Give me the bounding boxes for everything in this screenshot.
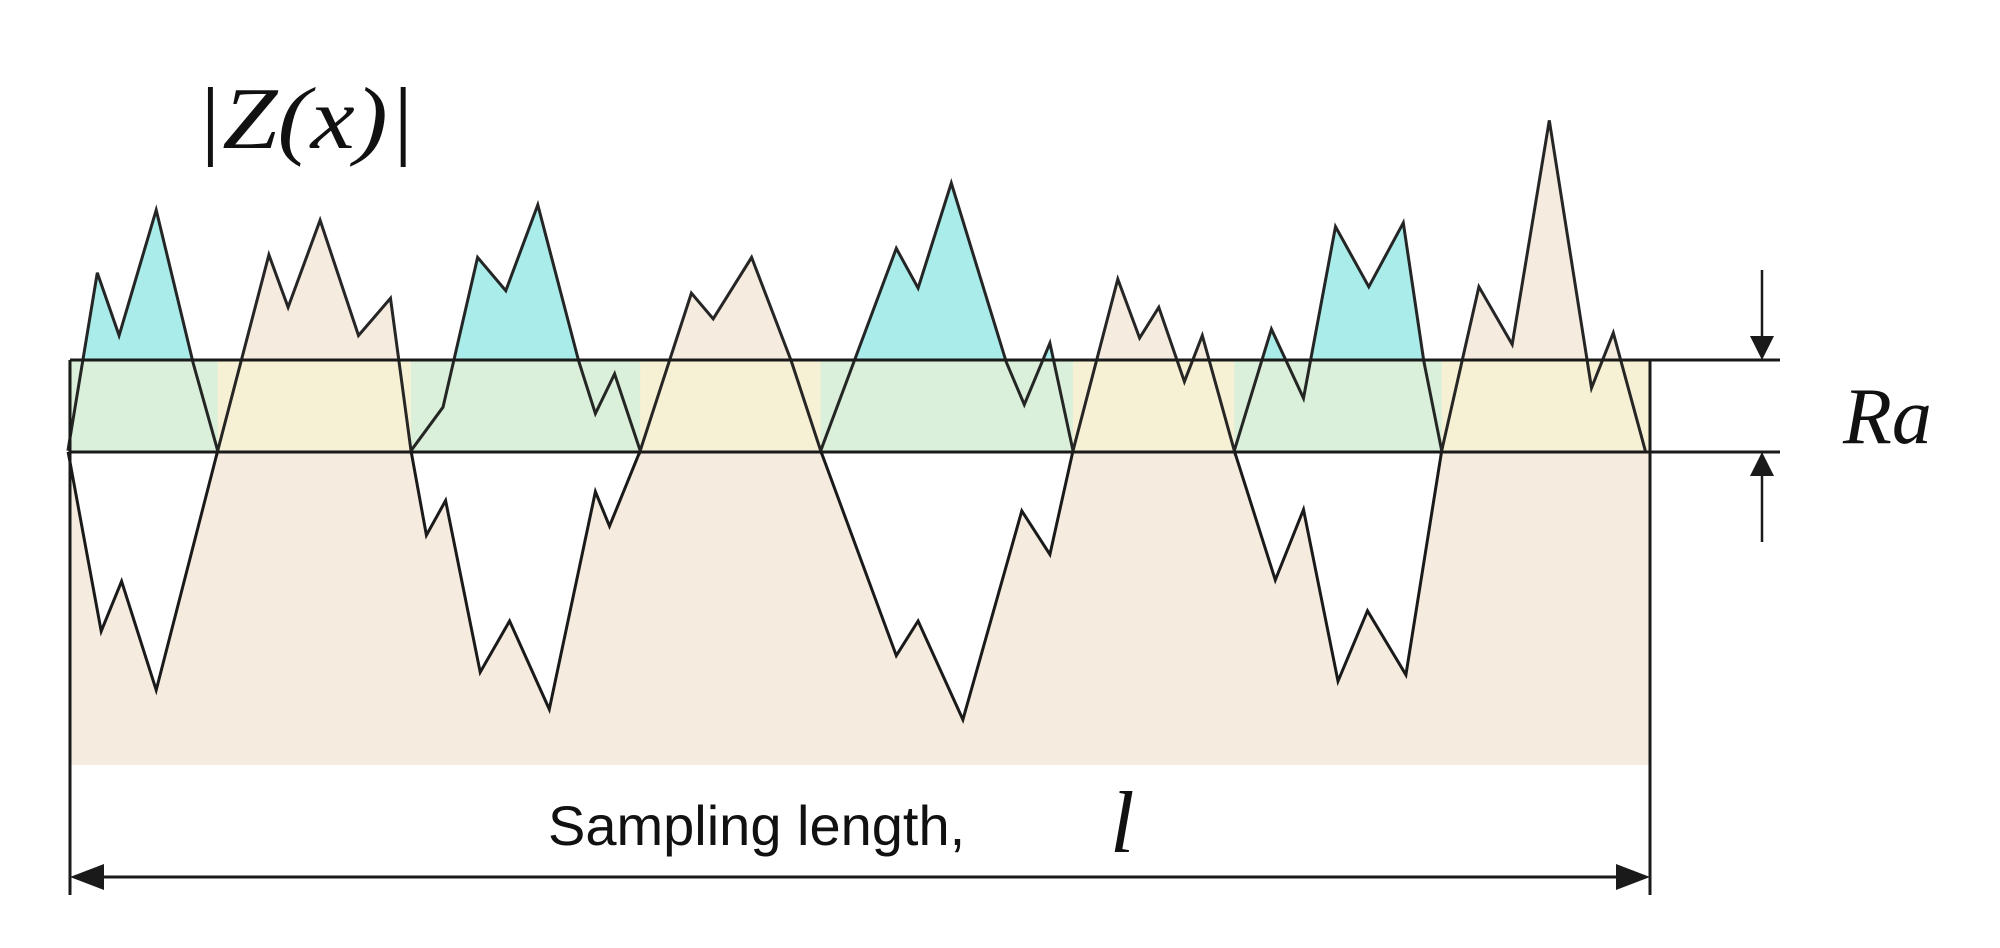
valley-region [1234, 452, 1442, 682]
valley-outline [819, 452, 1075, 724]
valley-region [68, 452, 218, 691]
valley-outline [1233, 452, 1444, 687]
abs-profile-label: |Z(x)| [195, 71, 415, 168]
valley-region [821, 452, 1073, 720]
arrow-left-icon [70, 864, 104, 890]
length-symbol-label: l [1110, 775, 1134, 872]
arrow-right-icon [1616, 864, 1650, 890]
ra-band-overlay [411, 360, 641, 452]
sampling-length-label: Sampling length, [548, 794, 965, 857]
valley-region [411, 452, 640, 710]
ra-arrow-up-icon [1750, 452, 1774, 476]
roughness-profile-line [66, 120, 1647, 457]
ra-band-overlay [1234, 360, 1442, 452]
ra-label: Ra [1842, 373, 1932, 461]
ra-dimension [1750, 270, 1774, 542]
valley-outline [409, 452, 642, 715]
ra-arrow-down-icon [1750, 336, 1774, 360]
sampling-length-dimension [70, 864, 1650, 890]
peak-region-cyan [1261, 222, 1424, 360]
peak-region-cyan [854, 183, 1054, 360]
valley-outline [66, 452, 219, 696]
ra-band-overlay [67, 360, 218, 452]
ra-band-overlay [820, 360, 1073, 452]
